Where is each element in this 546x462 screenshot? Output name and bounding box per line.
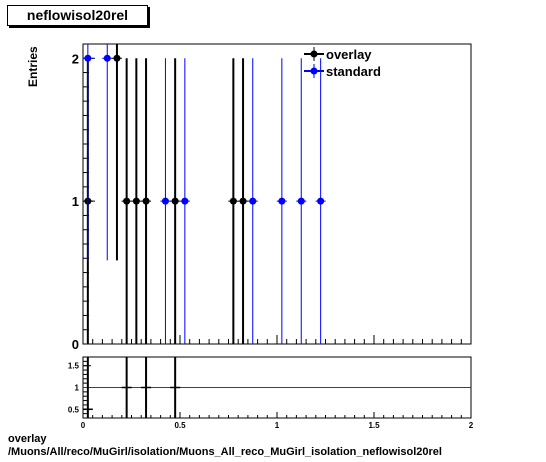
data-point — [249, 197, 257, 205]
footer: overlay /Muons/All/reco/MuGirl/isolation… — [8, 433, 442, 459]
data-point — [142, 197, 150, 205]
footer-line-2: /Muons/All/reco/MuGirl/isolation/Muons_A… — [8, 446, 442, 458]
data-point — [161, 197, 169, 205]
ratio-x-tick-label: 0.5 — [174, 421, 186, 430]
data-point — [317, 197, 325, 205]
ratio-y-tick-label: 1 — [75, 384, 80, 393]
y-tick-label: 2 — [72, 51, 79, 66]
data-point — [278, 197, 286, 205]
ratio-y-tick-label: 1.5 — [68, 362, 80, 371]
data-point — [229, 197, 237, 205]
y-tick-label: 1 — [72, 194, 79, 209]
data-point — [297, 197, 305, 205]
data-point — [132, 197, 140, 205]
y-axis-title: Entries — [26, 46, 40, 87]
ratio-x-tick-label: 1 — [275, 421, 280, 430]
histogram-title: neflowisol20rel — [7, 5, 148, 26]
data-point — [103, 54, 111, 62]
data-point — [171, 197, 179, 205]
y-tick-label: 0 — [72, 337, 79, 352]
ratio-x-tick-label: 1.5 — [368, 421, 380, 430]
ratio-x-tick-label: 0 — [81, 421, 86, 430]
legend-marker — [310, 50, 318, 58]
data-point — [123, 197, 131, 205]
data-point — [84, 54, 92, 62]
main-plot-frame — [82, 43, 472, 345]
legend-label: overlay — [326, 47, 372, 62]
data-point — [181, 197, 189, 205]
data-point — [113, 54, 121, 62]
legend-label: standard — [326, 64, 381, 79]
legend-marker — [310, 67, 318, 75]
ratio-y-tick-label: 0.5 — [68, 405, 80, 414]
footer-line-1: overlay — [8, 433, 47, 445]
data-point — [239, 197, 247, 205]
ratio-x-tick-label: 2 — [469, 421, 474, 430]
